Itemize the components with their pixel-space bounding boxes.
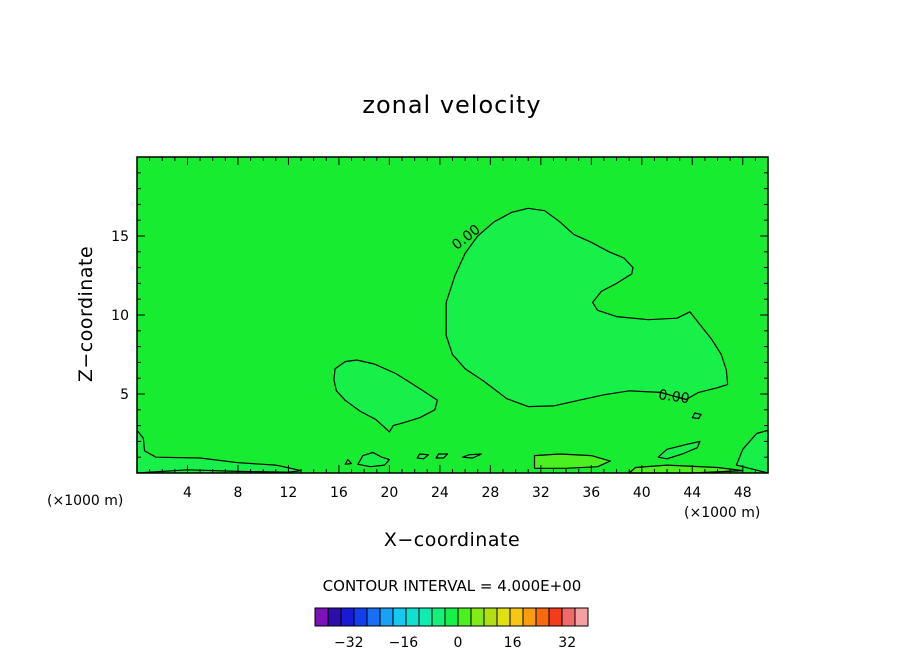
contour-region-left-lobe bbox=[333, 359, 438, 433]
colorbar-tick-label: −16 bbox=[389, 635, 419, 651]
colorbar-swatch bbox=[327, 607, 342, 627]
y-tick-label: 15 bbox=[111, 229, 129, 245]
x-tick-label: 20 bbox=[380, 485, 398, 501]
x-unit-label: (×1000 m) bbox=[684, 505, 760, 521]
x-tick-label: 8 bbox=[233, 485, 242, 501]
x-axis-label: X−coordinate bbox=[384, 529, 520, 551]
colorbar-tick-label: 0 bbox=[454, 635, 463, 651]
contour-region-positive-lobe bbox=[445, 207, 729, 408]
colorbar-swatch bbox=[470, 607, 485, 627]
colorbar-swatch bbox=[314, 607, 329, 627]
x-tick-label: 12 bbox=[280, 485, 298, 501]
colorbar-swatch bbox=[444, 607, 459, 627]
colorbar-swatch bbox=[392, 607, 407, 627]
contour-region-blob-4 bbox=[462, 453, 483, 459]
plot-frame bbox=[136, 156, 769, 474]
colorbar-swatch bbox=[548, 607, 563, 627]
contour-region-blob-6 bbox=[691, 412, 702, 420]
contour-interval-text: CONTOUR INTERVAL = 4.000E+00 bbox=[323, 577, 582, 595]
colorbar-swatch bbox=[483, 607, 498, 627]
contour-region-blob-1 bbox=[357, 451, 390, 468]
colorbar-swatch bbox=[535, 607, 550, 627]
colorbar-tick-label: 32 bbox=[558, 635, 576, 651]
colorbar-swatch bbox=[353, 607, 368, 627]
colorbar-swatch bbox=[561, 607, 576, 627]
contour-region-blob-5 bbox=[344, 459, 353, 465]
contour-region-blob-2 bbox=[416, 453, 430, 460]
contour-region-small-cell-right bbox=[657, 440, 701, 460]
colorbar-swatch bbox=[431, 607, 446, 627]
x-tick-label: 36 bbox=[582, 485, 600, 501]
x-tick-label: 44 bbox=[683, 485, 701, 501]
x-tick-label: 40 bbox=[633, 485, 651, 501]
x-tick-label: 24 bbox=[431, 485, 449, 501]
x-tick-label: 28 bbox=[481, 485, 499, 501]
colorbar-swatch bbox=[457, 607, 472, 627]
colorbar-swatch bbox=[522, 607, 537, 627]
chart-title: zonal velocity bbox=[362, 91, 541, 119]
colorbar-swatch bbox=[496, 607, 511, 627]
plot-area: 0.000.00 bbox=[136, 156, 769, 474]
x-tick-label: 32 bbox=[532, 485, 550, 501]
x-left-unit-label: (×1000 m) bbox=[47, 493, 123, 509]
contour-value-label: 0.00 bbox=[657, 387, 690, 407]
colorbar-swatch bbox=[340, 607, 355, 627]
x-tick-label: 4 bbox=[183, 485, 192, 501]
contour-region-low-shelf-left bbox=[136, 429, 302, 474]
colorbar bbox=[314, 607, 589, 627]
colorbar-swatch bbox=[366, 607, 381, 627]
colorbar-tick-label: 16 bbox=[504, 635, 522, 651]
contour-region-blob-3 bbox=[435, 453, 449, 459]
y-axis-label: Z−coordinate bbox=[75, 246, 97, 382]
colorbar-swatch bbox=[418, 607, 433, 627]
x-tick-label: 48 bbox=[734, 485, 752, 501]
y-tick-label: 10 bbox=[111, 308, 129, 324]
contour-region-surface-cell-center bbox=[533, 453, 611, 469]
x-tick-label: 16 bbox=[330, 485, 348, 501]
colorbar-swatch bbox=[379, 607, 394, 627]
colorbar-swatch bbox=[405, 607, 420, 627]
colorbar-tick-label: −32 bbox=[334, 635, 364, 651]
colorbar-swatch bbox=[509, 607, 524, 627]
y-tick-label: 5 bbox=[120, 387, 129, 403]
colorbar-swatch bbox=[574, 607, 589, 627]
